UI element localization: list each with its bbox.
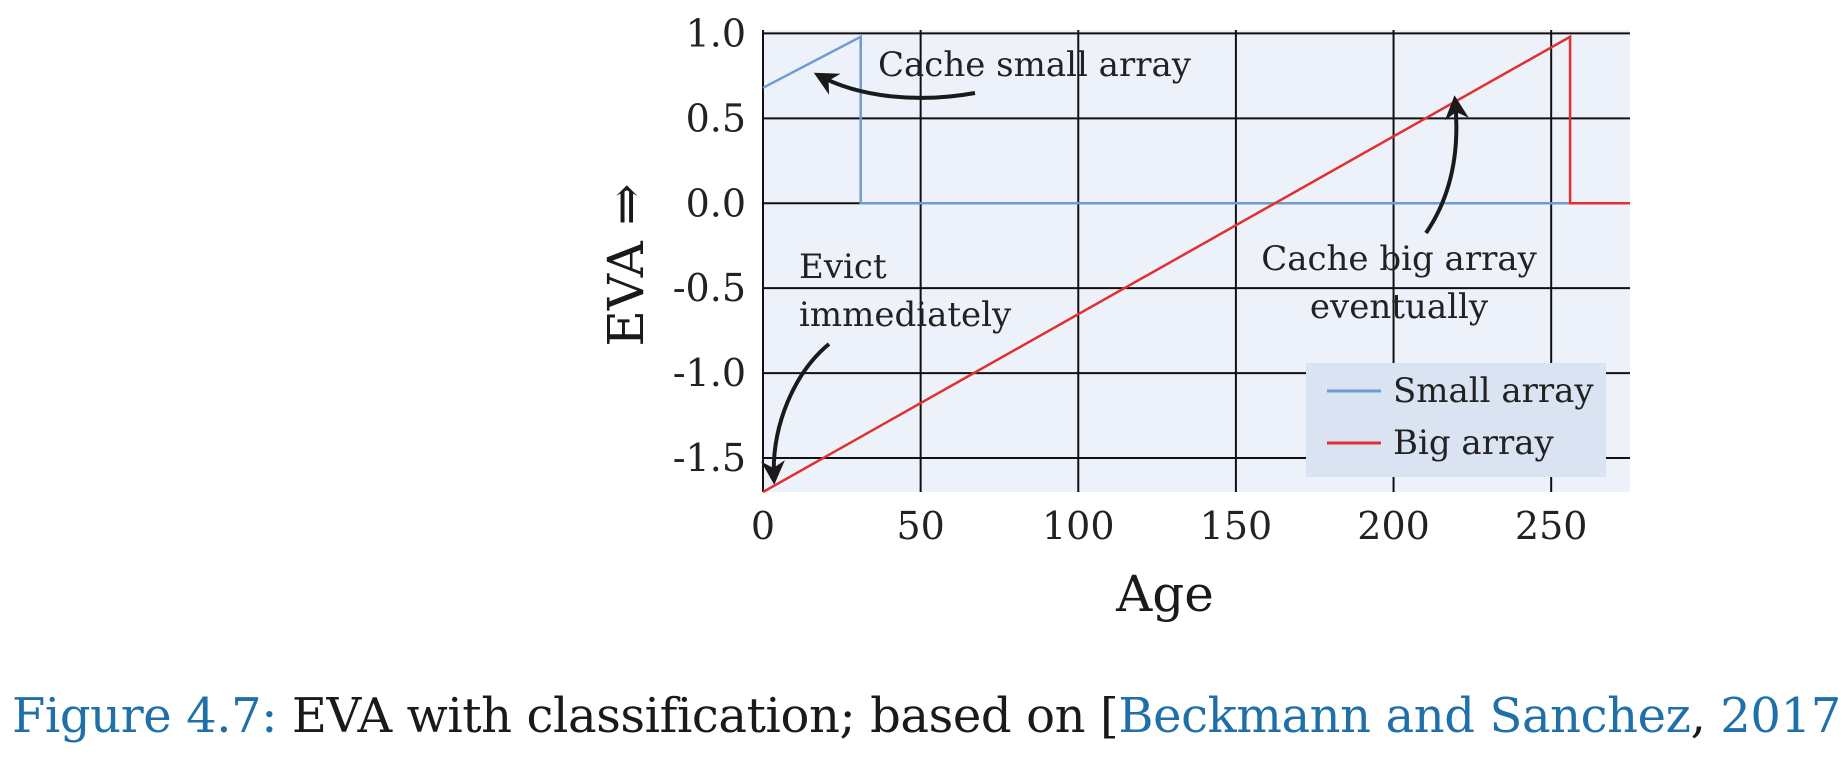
arrow-evict-immediately [760,342,831,485]
caption-citation-sep: , [1690,688,1721,744]
series-lines [762,34,1630,494]
caption-text: EVA with classification; based on [ [277,688,1119,744]
annotation-cache-big-line2: eventually [1310,287,1489,327]
legend-box [1306,363,1606,477]
series-line-big-array [762,34,1630,494]
caption-citation-year[interactable]: 2017 [1720,688,1841,744]
annotation-cache-big-line1: Cache big array [1261,239,1537,279]
y-tick-label-1: 0.5 [686,96,746,140]
legend-label-big-array: Big array [1393,423,1554,463]
caption-citation-authors[interactable]: Beckmann and Sanchez [1118,688,1691,744]
legend: Small array Big array [1306,363,1606,477]
x-tick-label-5: 250 [1515,504,1588,548]
x-tick-label-2: 100 [1042,504,1115,548]
caption-label: Figure 4.7: [12,688,278,744]
y-tick-label-3: -0.5 [673,266,746,310]
annotation-evict-line2: immediately [799,295,1012,335]
x-axis-title: Age [1115,565,1214,623]
annotation-cache-small-array: Cache small array [878,45,1192,85]
annotation-evict-line1: Evict [799,247,887,287]
x-tick-label-0: 0 [751,504,775,548]
x-tick-label-4: 200 [1357,504,1430,548]
caption-end: ]. [1841,688,1843,744]
y-tick-label-0: 1.0 [686,11,746,55]
legend-label-small-array: Small array [1393,371,1594,411]
series-line-small-array [762,34,1630,205]
tick-labels: 0 50 100 150 200 250 1.0 0.5 0.0 -0.5 -1.0 -1.5 [673,11,1588,548]
y-tick-label-4: -1.0 [673,351,746,395]
arrow-cache-big-array [1424,95,1469,235]
x-tick-label-3: 150 [1200,504,1273,548]
figure-caption: Figure 4.7: EVA with classification; bas… [12,688,1843,744]
x-tick-label-1: 50 [896,504,944,548]
y-tick-label-5: -1.5 [673,436,746,480]
arrow-cache-small-array [813,72,976,100]
eva-chart: 0 50 100 150 200 250 1.0 0.5 0.0 -0.5 -1.0 -1.5 Age… [597,11,1630,623]
y-tick-label-2: 0.0 [686,181,746,225]
y-axis-title: EVA ⇒ [597,183,655,346]
